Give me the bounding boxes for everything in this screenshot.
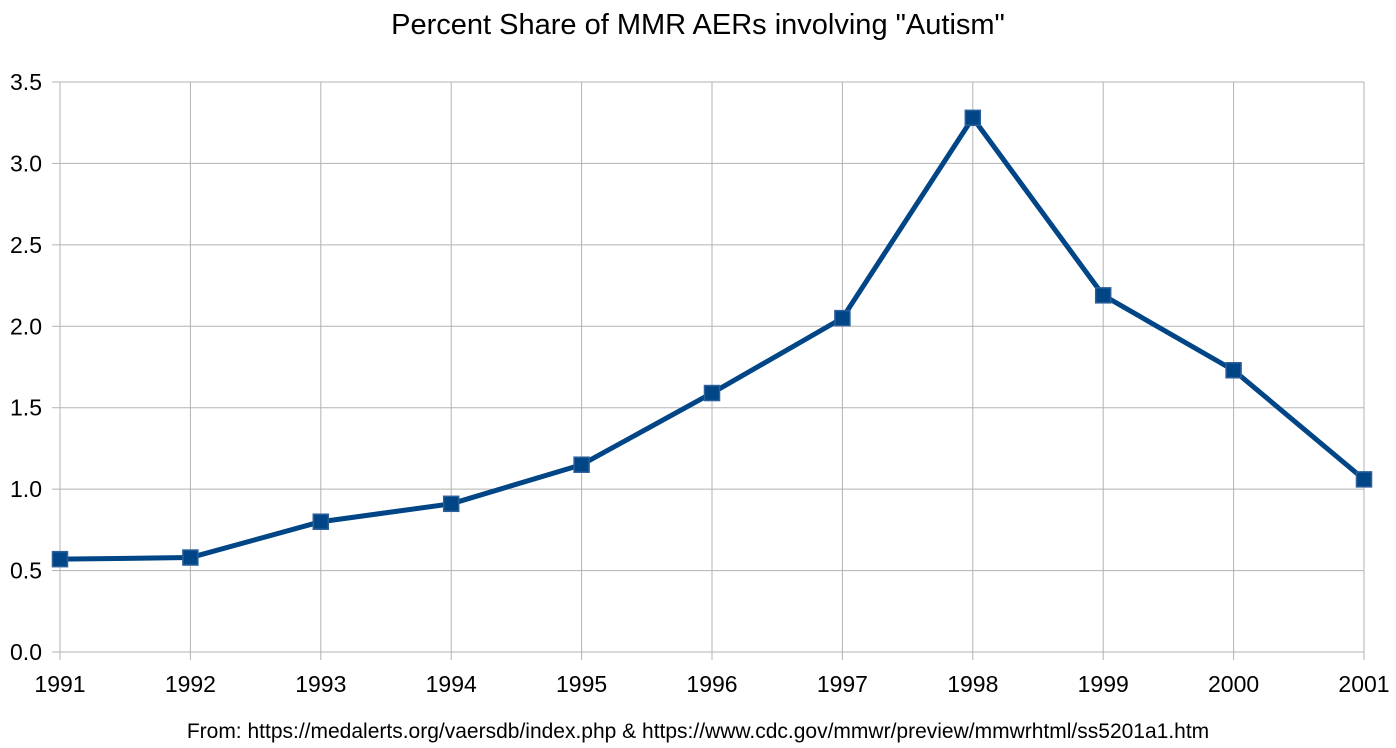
y-tick-label: 0.5 <box>10 558 42 584</box>
data-point-marker <box>442 495 460 513</box>
y-tick-label: 1.5 <box>10 395 42 421</box>
x-tick-label: 2000 <box>1208 671 1259 697</box>
x-tick-label: 1994 <box>426 671 477 697</box>
y-tick-label: 2.0 <box>10 313 42 339</box>
data-point-marker <box>1355 471 1373 488</box>
x-tick-label: 1993 <box>295 671 346 697</box>
y-tick-label: 3.5 <box>10 69 42 95</box>
x-tick-label: 2001 <box>1338 671 1389 697</box>
source-note: From: https://medalerts.org/vaersdb/inde… <box>187 720 1209 743</box>
data-point-marker <box>312 513 330 530</box>
y-tick-label: 2.5 <box>10 232 42 258</box>
x-tick-label: 1998 <box>947 671 998 697</box>
data-point-marker <box>703 384 721 402</box>
data-point-marker <box>51 550 69 568</box>
x-tick-label: 1995 <box>556 671 607 697</box>
data-point-marker <box>1094 287 1112 304</box>
data-point-marker <box>964 109 982 127</box>
x-tick-label: 1999 <box>1078 671 1129 697</box>
data-point-marker <box>834 309 851 327</box>
y-tick-label: 0.0 <box>10 639 42 665</box>
x-tick-label: 1996 <box>686 671 737 697</box>
x-tick-label: 1997 <box>817 671 868 697</box>
y-tick-label: 3.0 <box>10 150 42 176</box>
chart-title: Percent Share of MMR AERs involving "Aut… <box>391 9 1005 41</box>
axis-layer <box>52 81 1365 660</box>
data-point-marker <box>182 549 199 566</box>
data-point-marker <box>1225 362 1242 379</box>
x-tick-labels: 1991 1992 1993 1994 1995 1996 1997 1998 1999 2000… <box>34 671 1389 697</box>
x-tick-label: 1992 <box>165 671 216 697</box>
y-tick-label: 1.0 <box>10 476 42 502</box>
x-tick-label: 1991 <box>34 671 85 697</box>
y-tick-labels: 0.0 0.5 1.0 1.5 2.0 2.5 3.0 3.5 <box>10 69 42 665</box>
marker-layer <box>51 109 1373 568</box>
data-point-marker <box>573 456 590 473</box>
